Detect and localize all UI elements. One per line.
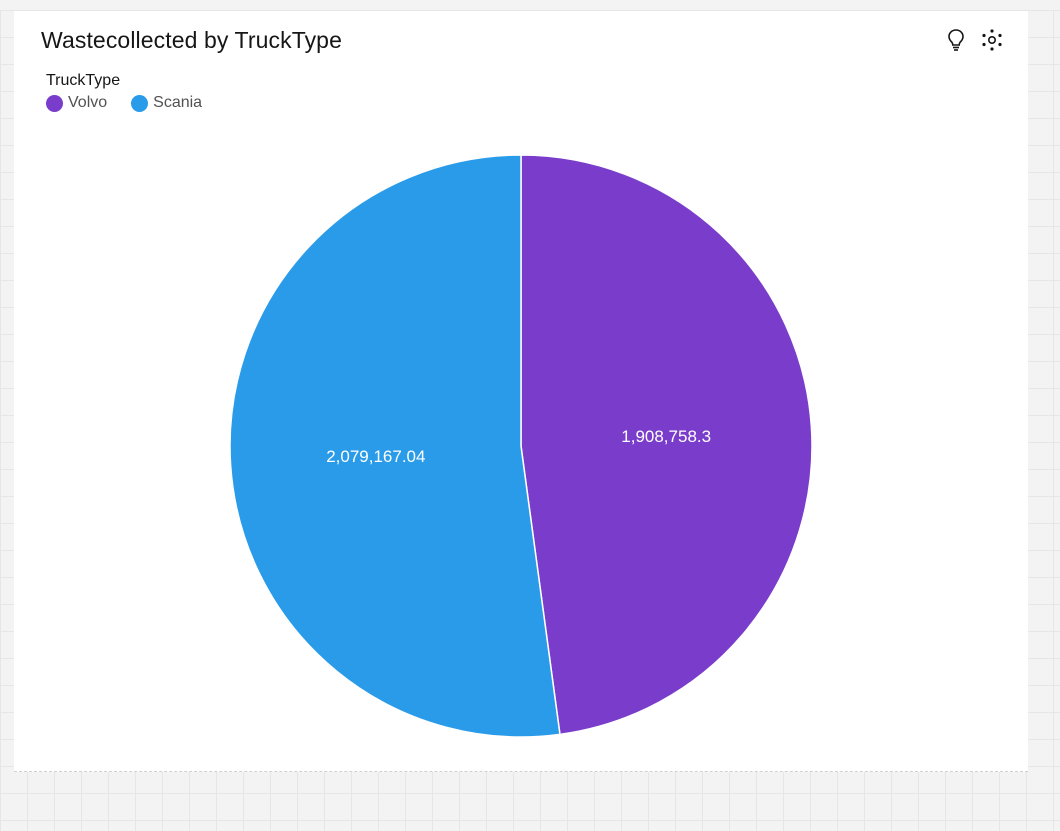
slice-label-scania: 2,079,167.04 — [326, 447, 425, 466]
pie-slice-volvo[interactable] — [520, 154, 813, 736]
dots-explore-icon[interactable] — [980, 28, 1004, 52]
pie-slice-scania[interactable] — [229, 154, 561, 738]
legend-items: Volvo Scania — [46, 94, 202, 112]
legend-swatch-volvo — [46, 94, 63, 112]
widget-toolbar — [944, 28, 1004, 52]
legend-label-scania: Scania — [153, 94, 203, 111]
chart-widget[interactable]: Wastecollected by TruckType TruckType — [14, 11, 1028, 772]
pie-chart: 1,908,758.3 2,079,167.04 — [229, 154, 813, 738]
slice-label-volvo: 1,908,758.3 — [621, 427, 711, 446]
legend-item-scania[interactable]: Scania — [131, 94, 202, 112]
legend-swatch-scania — [131, 94, 149, 112]
legend-item-volvo[interactable]: Volvo — [46, 94, 107, 112]
lightbulb-icon[interactable] — [944, 28, 968, 52]
chart-legend: TruckType Volvo Scania — [46, 72, 202, 112]
legend-title: TruckType — [46, 72, 121, 89]
legend-label-volvo: Volvo — [68, 94, 108, 111]
canvas-top-strip — [0, 0, 1060, 10]
chart-title: Wastecollected by TruckType — [41, 27, 342, 53]
